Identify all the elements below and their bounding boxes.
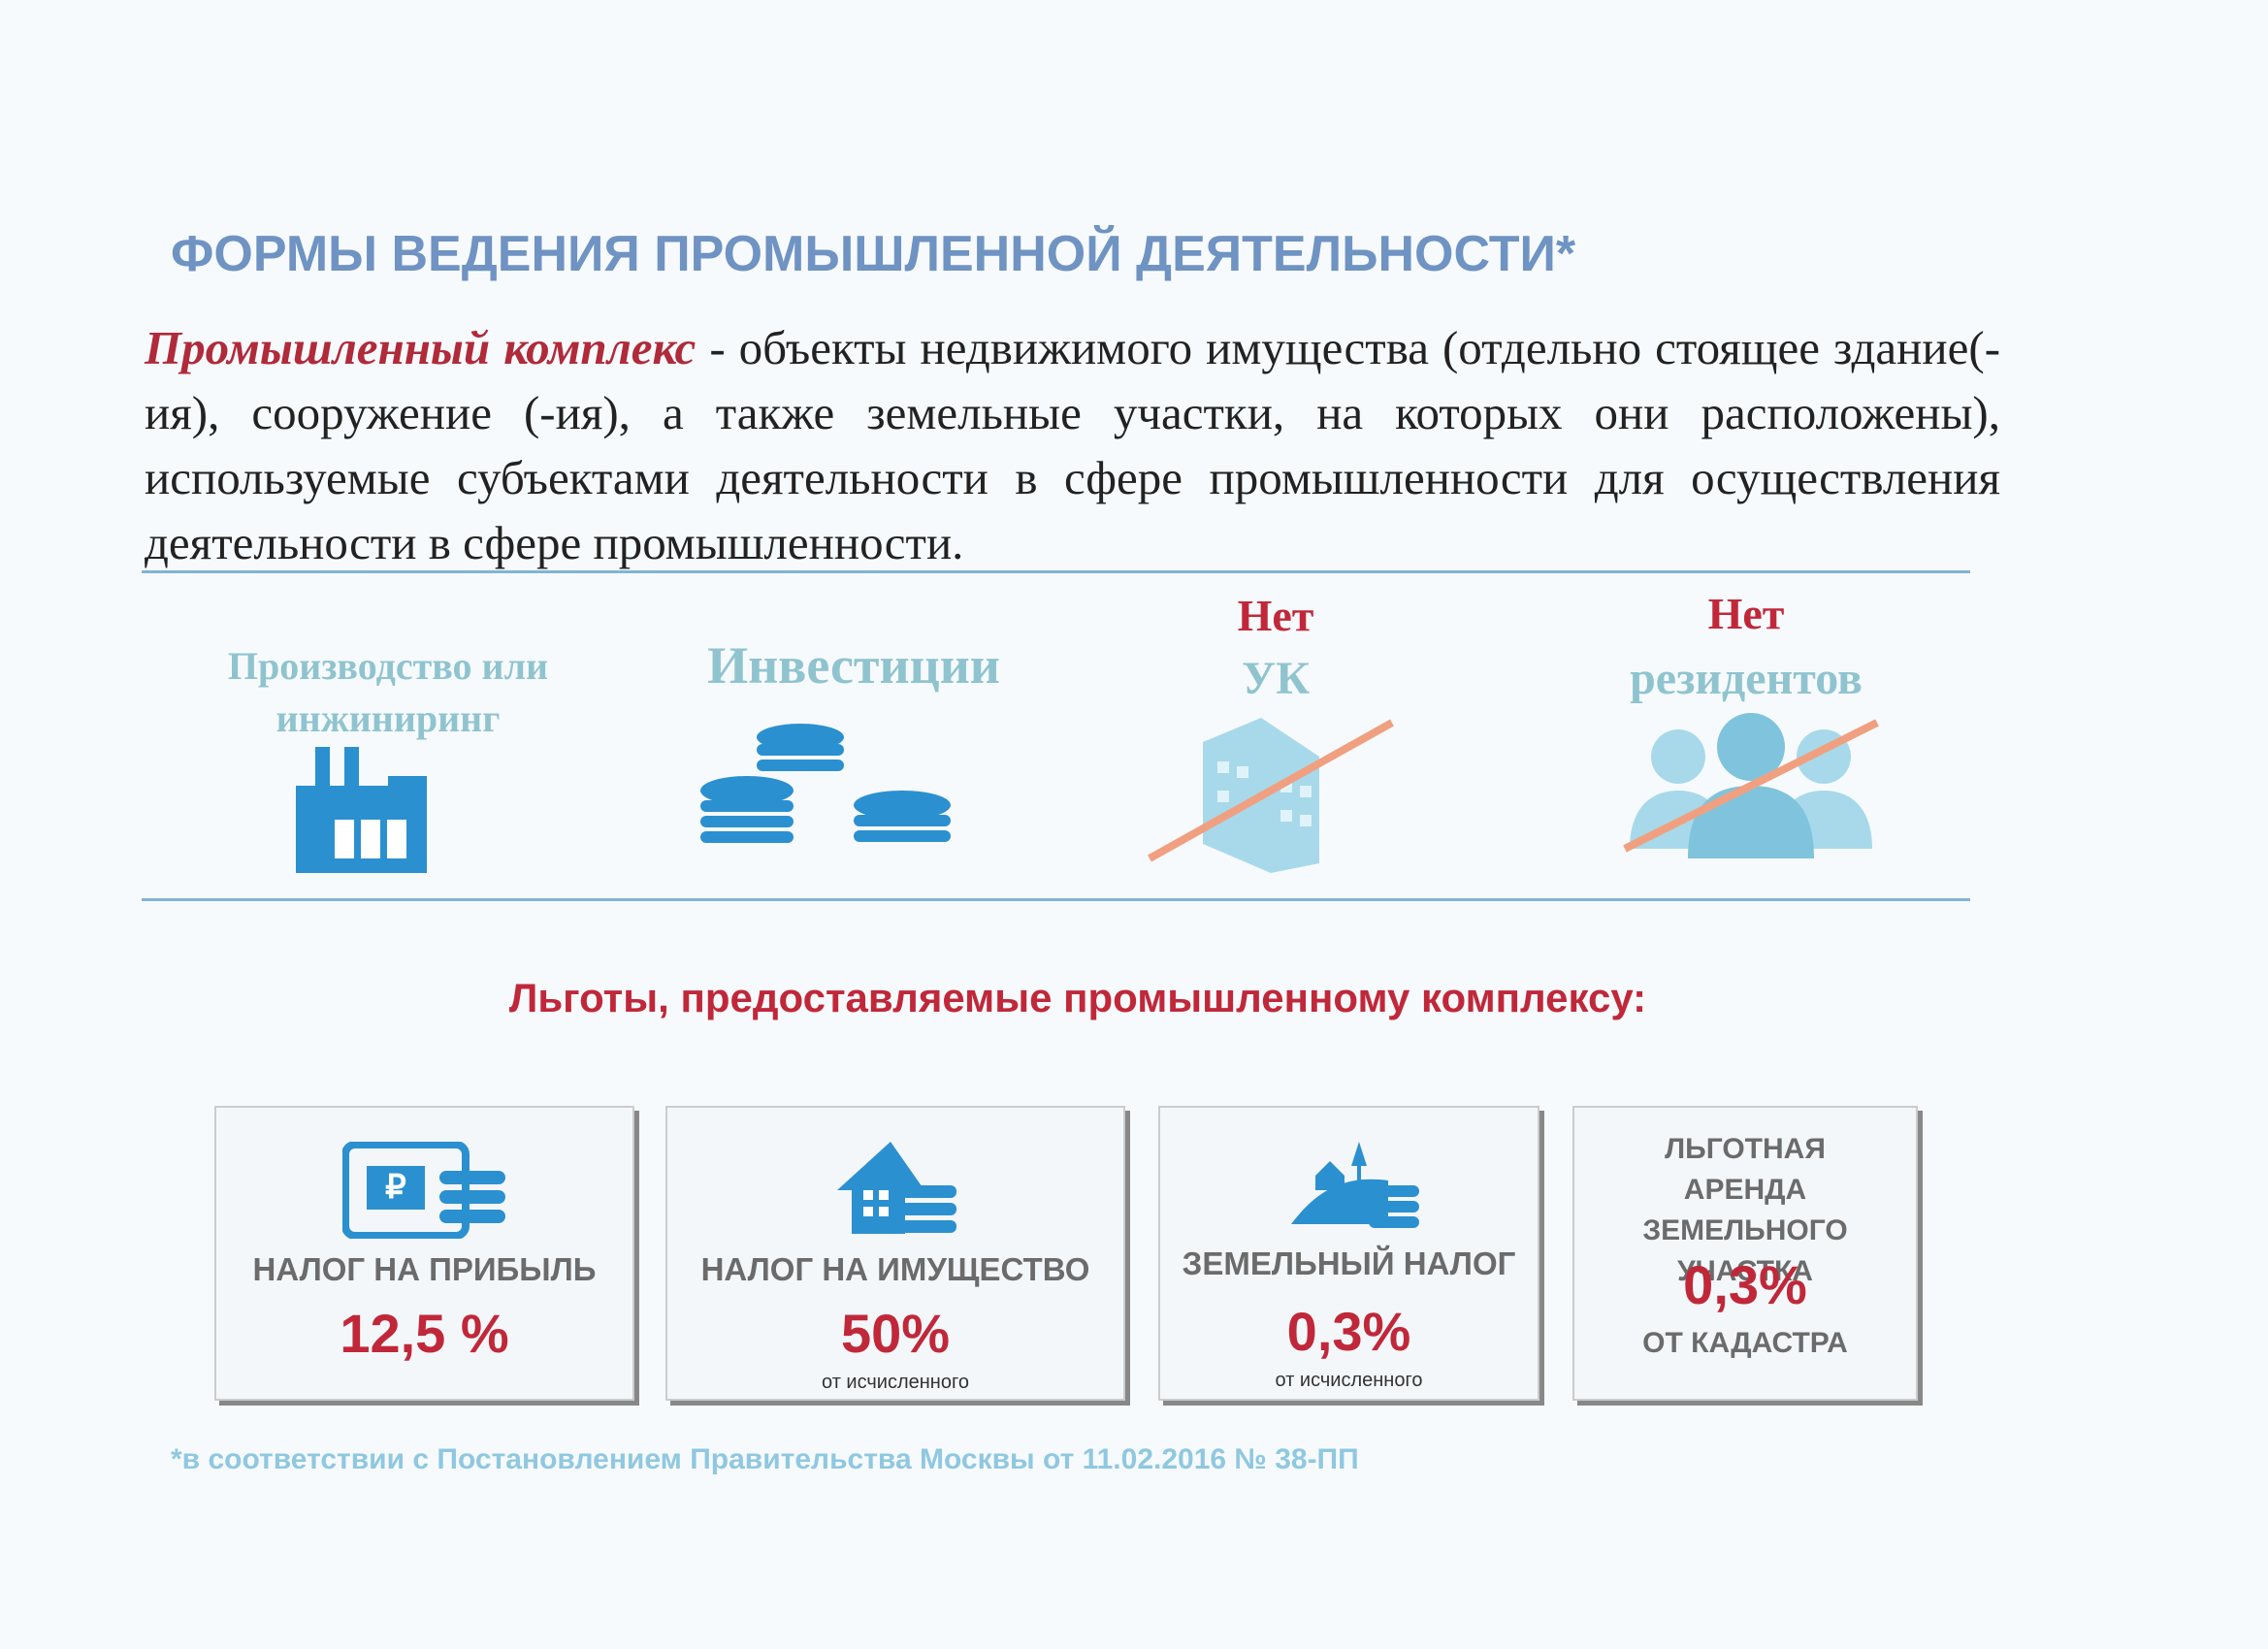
benefit-note: от исчисленного xyxy=(1275,1370,1423,1391)
form-label: Инвестиции xyxy=(707,636,1000,695)
footnote: *в соответствии с Постановлением Правите… xyxy=(171,1443,1359,1475)
definition-text: - объекты недвижимого имущества (отдельн… xyxy=(145,321,2001,569)
title: ФОРМЫ ВЕДЕНИЯ ПРОМЫШЛЕННОЙ ДЕЯТЕЛЬНОСТИ* xyxy=(171,226,1576,282)
building-crossed-icon xyxy=(1148,718,1394,873)
benefit-note: от исчисленного xyxy=(822,1372,969,1393)
benefit-name: НАЛОГ НА ПРИБЫЛЬ xyxy=(252,1251,597,1287)
form-negation: Нет xyxy=(1707,589,1785,638)
benefit-card: ЗЕМЕЛЬНЫЙ НАЛОГ 0,3% от исчисленного xyxy=(1158,1106,1539,1401)
benefit-name: НАЛОГ НА ИМУЩЕСТВО xyxy=(700,1251,1090,1287)
benefits-title: Льготы, предоставляемые промышленному ко… xyxy=(508,975,1647,1020)
form-label: Производство или инжиниринг xyxy=(227,644,549,740)
coins-icon xyxy=(700,724,951,843)
term: Промышленный комплекс xyxy=(145,321,697,374)
benefit-value: 0,3% xyxy=(1286,1301,1411,1362)
form-label: УК xyxy=(1241,653,1311,704)
divider xyxy=(142,570,1970,573)
benefit-value: 0,3% xyxy=(1683,1254,1807,1315)
people-crossed-icon xyxy=(1623,713,1879,858)
benefit-name: ЛЬГОТНАЯ АРЕНДА ЗЕМЕЛЬНОГО УЧАСТКА xyxy=(1642,1133,1848,1287)
benefit-name: ЗЕМЕЛЬНЫЙ НАЛОГ xyxy=(1182,1245,1516,1281)
form-negation: Нет xyxy=(1237,591,1314,640)
benefit-note: ОТ КАДАСТРА xyxy=(1642,1327,1848,1359)
ruble-icon: ₽ xyxy=(342,1142,505,1239)
benefit-card: ЛЬГОТНАЯ АРЕНДА ЗЕМЕЛЬНОГО УЧАСТКА 0,3% … xyxy=(1572,1106,1918,1401)
benefit-value: 12,5 % xyxy=(340,1303,509,1364)
divider xyxy=(142,898,1970,901)
land-icon xyxy=(1291,1142,1419,1228)
benefit-value: 50% xyxy=(840,1303,951,1364)
definition: Промышленный комплекс - объекты недвижим… xyxy=(145,315,2000,575)
factory-icon xyxy=(296,747,427,873)
svg-text:₽: ₽ xyxy=(385,1169,406,1206)
form-label: резидентов xyxy=(1630,653,1863,704)
benefit-card: НАЛОГ НА ИМУЩЕСТВО 50% от исчисленного xyxy=(665,1106,1125,1401)
benefit-card: ₽ НАЛОГ НА ПРИБЫЛЬ 12,5 % xyxy=(214,1106,634,1401)
house-icon xyxy=(837,1142,956,1234)
